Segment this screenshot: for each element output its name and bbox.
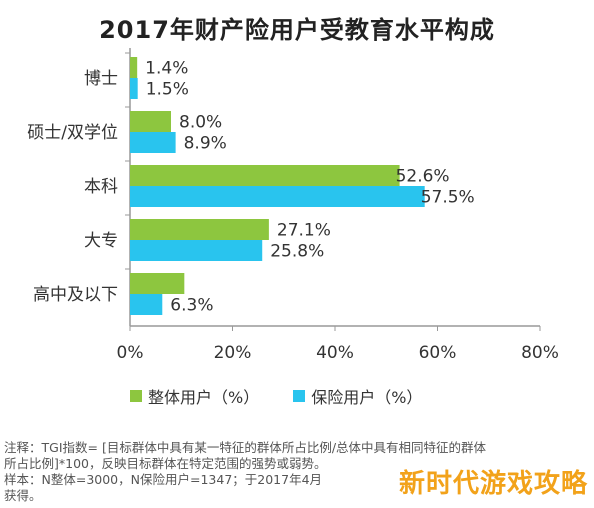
note-line: 样本：N整体=3000，N保险用户=1347；于2017年4月 [4, 472, 323, 487]
chart-title: 2017年财产险用户受教育水平构成 [99, 16, 495, 44]
x-tick-label: 0% [117, 343, 144, 363]
data-label: 6.3% [170, 296, 213, 316]
legend-swatch-insurance [293, 390, 306, 402]
note-line: 注释：TGI指数= [目标群体中具有某一特征的群体所占比例/总体中具有相同特征的… [4, 440, 487, 455]
bar-chart: 0% 20% 40% 60% 80% 博士 1.4%1.5% 硕士/双学位 8.0%8.9% 本科… [27, 48, 559, 363]
category-label: 大专 [84, 231, 118, 251]
data-label: 52.6% [396, 167, 450, 187]
legend-label-overall: 整体用户（%） [148, 388, 260, 407]
category-label: 硕士/双学位 [27, 123, 118, 143]
data-label: 1.4% [145, 59, 188, 79]
legend-item-insurance: 保险用户（%） [293, 384, 422, 408]
legend-label-insurance: 保险用户（%） [311, 388, 423, 407]
note-line: 获得。 [4, 488, 42, 503]
note-line: 所占比例]*100，反映目标群体在特定范围的强势或弱势。 [4, 456, 327, 471]
bar [130, 294, 163, 315]
legend-item-overall: 整体用户（%） [130, 384, 259, 408]
bar [130, 273, 185, 294]
category-label: 高中及以下 [33, 285, 118, 305]
bar [130, 240, 263, 261]
chart-legend: 整体用户（%） 保险用户（%） [130, 384, 422, 408]
bar [130, 57, 138, 78]
x-tick-label: 20% [214, 343, 252, 363]
bar [130, 78, 138, 99]
data-label: 57.5% [421, 188, 475, 208]
category-label: 博士 [84, 69, 118, 89]
legend-swatch-overall [130, 390, 142, 402]
bar [130, 111, 171, 132]
data-label: 25.8% [270, 242, 324, 262]
watermark: 新时代游戏攻略 [398, 469, 588, 499]
x-tick-label: 60% [419, 343, 457, 363]
x-tick-label: 80% [521, 343, 559, 363]
data-label: 8.0% [179, 113, 222, 133]
bar [130, 186, 425, 207]
x-tick-label: 40% [316, 343, 354, 363]
bar [130, 132, 176, 153]
data-label: 27.1% [277, 221, 331, 241]
chart-notes: 注释：TGI指数= [目标群体中具有某一特征的群体所占比例/总体中具有相同特征的… [4, 440, 594, 504]
bar [130, 219, 269, 240]
bar [130, 165, 400, 186]
data-label: 8.9% [184, 134, 227, 154]
data-label: 1.5% [146, 80, 189, 100]
category-label: 本科 [84, 177, 118, 197]
